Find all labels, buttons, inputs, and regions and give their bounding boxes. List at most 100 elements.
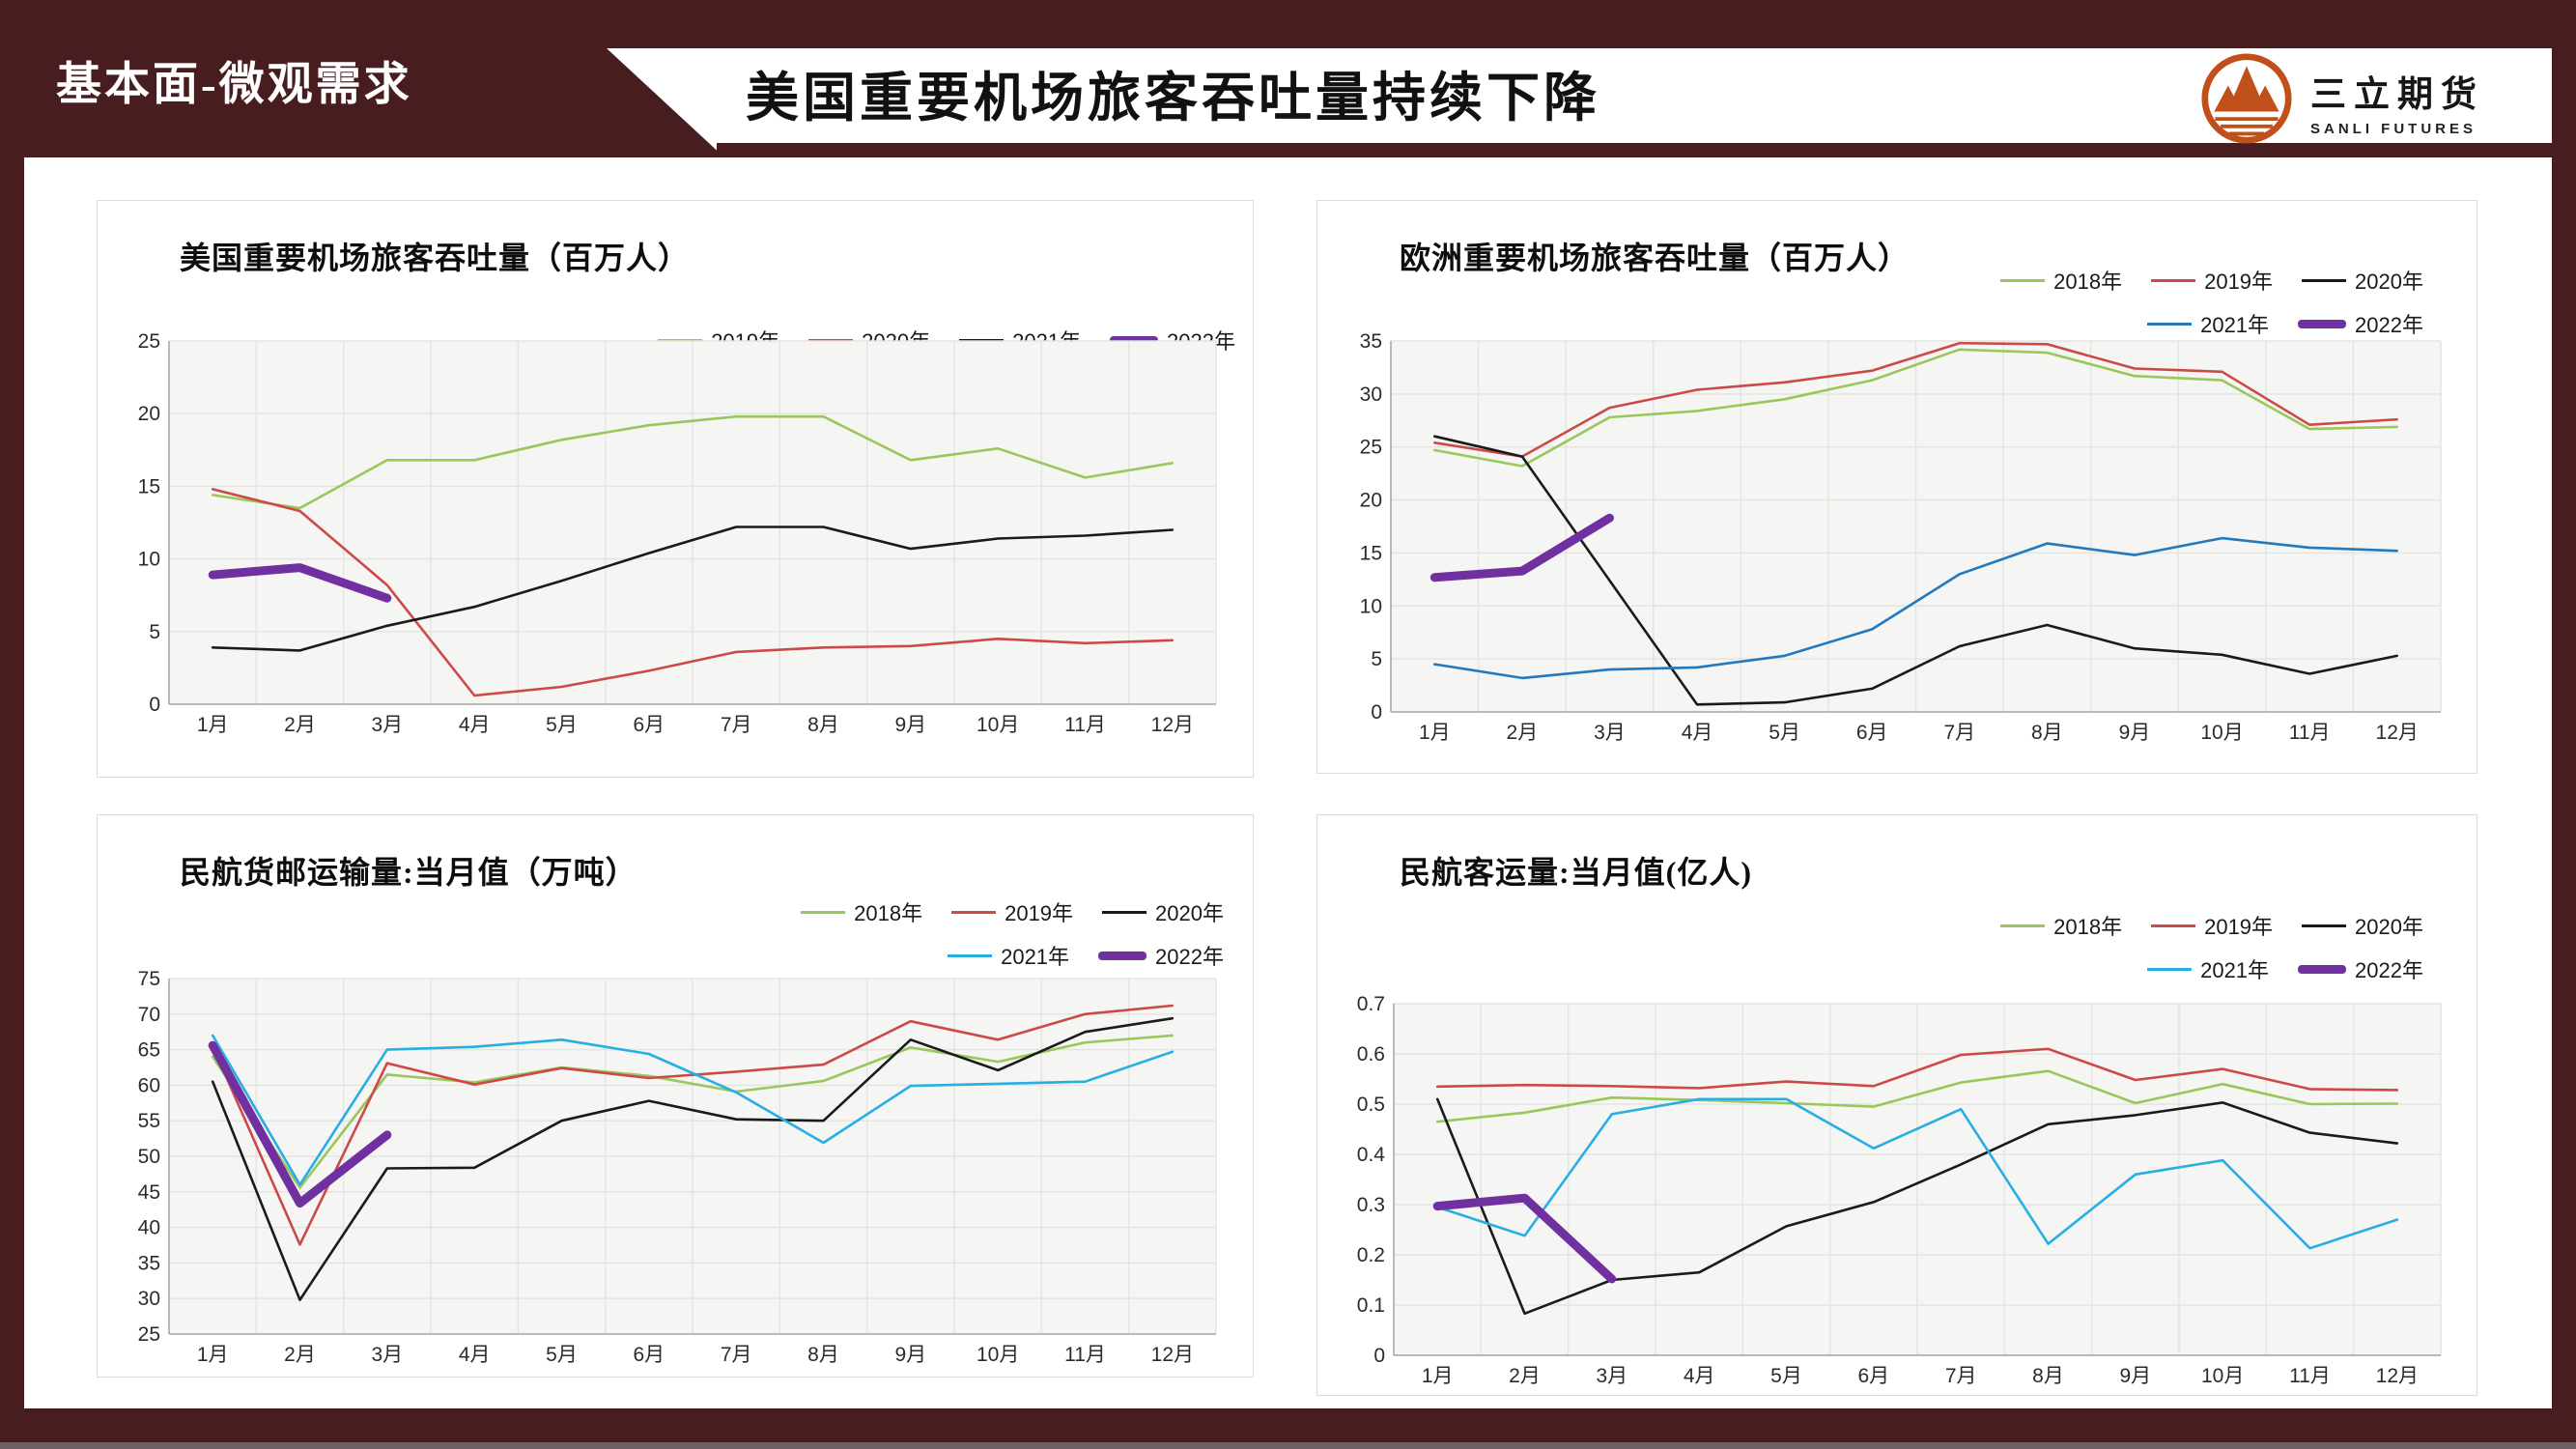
svg-text:11月: 11月: [2289, 722, 2331, 744]
chart-card-europe-airport-throughput: 欧洲重要机场旅客吞吐量（百万人） 2018年 2019年 2020年 2021年 202…: [1316, 200, 2477, 774]
legend-swatch: [2000, 923, 2046, 927]
svg-text:10月: 10月: [2201, 1365, 2244, 1387]
legend-item-2020年: 2020年: [2302, 910, 2423, 941]
svg-text:5月: 5月: [1770, 1365, 1802, 1387]
legend-item-2022年: 2022年: [1098, 940, 1224, 971]
svg-text:0.4: 0.4: [1357, 1144, 1386, 1166]
legend-item-2018年: 2018年: [2000, 910, 2122, 941]
legend-swatch: [948, 953, 993, 957]
legend-row: 2018年 2019年 2020年: [1971, 910, 2423, 941]
svg-text:7月: 7月: [721, 1344, 752, 1366]
legend-item-2021年: 2021年: [2147, 308, 2269, 339]
chart-canvas: 0 5 10 15 20 25 1月 2月 3月 4月 5月 6月 7月 8月 9月 10月 11月 12月: [138, 331, 1217, 736]
legend-label: 2020年: [2355, 915, 2423, 939]
right-border: [2552, 0, 2576, 1449]
chart-canvas: 0 5 10 15 20 25 30 35 1月 2月 3月 4月 5月 6月 7月 8月 9月 10月 11月 12…: [1360, 331, 2442, 744]
legend-item-2020年: 2020年: [2302, 265, 2423, 296]
svg-text:5: 5: [149, 621, 160, 643]
svg-text:9月: 9月: [2119, 722, 2151, 744]
svg-text:1月: 1月: [197, 714, 229, 736]
svg-text:8月: 8月: [807, 1344, 839, 1366]
left-border: [0, 0, 24, 1449]
svg-text:0.1: 0.1: [1357, 1294, 1385, 1317]
svg-text:11月: 11月: [2289, 1365, 2331, 1387]
svg-text:4月: 4月: [459, 1344, 491, 1366]
legend-label: 2019年: [2204, 270, 2274, 294]
svg-text:3月: 3月: [371, 1344, 403, 1366]
svg-text:5月: 5月: [546, 714, 578, 736]
legend-item-2018年: 2018年: [2000, 265, 2122, 296]
svg-text:0: 0: [1371, 701, 1382, 724]
svg-text:35: 35: [1360, 331, 1382, 353]
svg-text:4月: 4月: [459, 714, 491, 736]
svg-text:35: 35: [138, 1252, 160, 1274]
chart-plot: 0 5 10 15 20 25 1月 2月 3月 4月 5月 6月 7月 8月 9月 10月 11月 12月: [125, 331, 1228, 737]
svg-text:0: 0: [1373, 1345, 1385, 1367]
svg-text:5: 5: [1371, 648, 1382, 670]
slide-header: 基本面-微观需求 美国重要机场旅客吞吐量持续下降 三立期货 SANLI FUTU…: [0, 0, 2576, 157]
legend-row: 2021年 2022年: [2118, 953, 2423, 984]
chart-title: 美国重要机场旅客吞吐量（百万人）: [180, 241, 691, 275]
chart-plot: 0 5 10 15 20 25 30 35 1月 2月 3月 4月 5月 6月 7月 8月 9月 10月 11月 12…: [1346, 331, 2452, 745]
svg-text:4月: 4月: [1684, 1365, 1715, 1387]
svg-text:0.6: 0.6: [1357, 1043, 1385, 1065]
svg-text:9月: 9月: [894, 1344, 926, 1366]
svg-text:12月: 12月: [2376, 1365, 2419, 1387]
svg-text:2月: 2月: [284, 714, 316, 736]
svg-text:70: 70: [138, 1004, 160, 1026]
svg-text:12月: 12月: [1151, 1344, 1194, 1366]
svg-text:60: 60: [138, 1074, 160, 1096]
legend-label: 2018年: [2053, 915, 2123, 939]
svg-text:12月: 12月: [1151, 714, 1194, 736]
chart-legend: 2018年 2019年 2020年 2021年 2022年: [1971, 910, 2423, 984]
page-title: 美国重要机场旅客吞吐量持续下降: [746, 69, 1601, 128]
legend-swatch: [2151, 278, 2196, 282]
legend-label: 2022年: [1155, 945, 1224, 969]
legend-item-2019年: 2019年: [2151, 265, 2273, 296]
svg-text:75: 75: [138, 969, 160, 990]
legend-swatch: [1110, 335, 1159, 345]
legend-label: 2022年: [2355, 958, 2423, 982]
svg-text:11月: 11月: [1064, 714, 1106, 736]
company-logo: 三立期货 SANLI FUTURES: [2200, 52, 2484, 150]
svg-text:6月: 6月: [1857, 1365, 1889, 1387]
legend-swatch: [959, 338, 1005, 342]
chart-title: 民航货邮运输量:当月值（万吨）: [180, 855, 637, 890]
chart-card-cargo-mail-volume: 民航货邮运输量:当月值（万吨） 2018年 2019年 2020年 2021年 2022…: [97, 814, 1254, 1378]
svg-text:0: 0: [149, 694, 160, 716]
legend-label: 2019年: [1005, 901, 1074, 925]
svg-text:6月: 6月: [1856, 722, 1888, 744]
legend-item-2021年: 2021年: [2147, 953, 2269, 984]
svg-text:15: 15: [138, 475, 160, 497]
chart-canvas: 25 30 35 40 45 50 55 60 65 70 75 1月 2月 3月 4月 5月 6月 7月 8月 9月…: [138, 969, 1217, 1366]
chart-card-passenger-volume: 民航客运量:当月值(亿人) 2018年 2019年 2020年 2021年 2022年 …: [1316, 814, 2477, 1396]
legend-swatch: [1098, 951, 1147, 960]
legend-swatch: [808, 338, 854, 342]
chart-title: 欧洲重要机场旅客吞吐量（百万人）: [1400, 241, 1911, 275]
legend-label: 2018年: [854, 901, 923, 925]
legend-swatch: [951, 910, 997, 914]
chart-plot: 0 0.1 0.2 0.3 0.4 0.5 0.6 0.7 1月 2月 3月 4月 5月 6月 7月 8月 9月…: [1342, 994, 2452, 1388]
mountain-logo-icon: [2200, 52, 2293, 150]
legend-swatch: [2298, 319, 2347, 328]
legend-label: 2020年: [1155, 901, 1224, 925]
logo-company-name: 三立期货: [2310, 75, 2484, 115]
svg-text:20: 20: [138, 403, 160, 425]
svg-text:5月: 5月: [1769, 722, 1800, 744]
chart-canvas: 0 0.1 0.2 0.3 0.4 0.5 0.6 0.7 1月 2月 3月 4月 5月 6月 7月 8月 9月…: [1357, 994, 2442, 1387]
svg-text:3月: 3月: [1596, 1365, 1628, 1387]
legend-label: 2018年: [2053, 270, 2123, 294]
svg-text:45: 45: [138, 1181, 160, 1204]
legend-swatch: [2302, 923, 2347, 927]
legend-row: 2021年 2022年: [2118, 308, 2423, 339]
svg-text:2月: 2月: [284, 1344, 316, 1366]
svg-text:7月: 7月: [1945, 1365, 1977, 1387]
legend-item-2020年: 2020年: [1102, 896, 1224, 927]
legend-swatch: [2000, 278, 2046, 282]
legend-row: 2018年 2019年 2020年: [772, 896, 1224, 927]
footer-bar: [0, 1408, 2576, 1442]
svg-text:11月: 11月: [1064, 1344, 1106, 1366]
logo-text: 三立期货 SANLI FUTURES: [2310, 65, 2484, 137]
svg-text:65: 65: [138, 1039, 160, 1062]
svg-text:25: 25: [138, 331, 160, 353]
